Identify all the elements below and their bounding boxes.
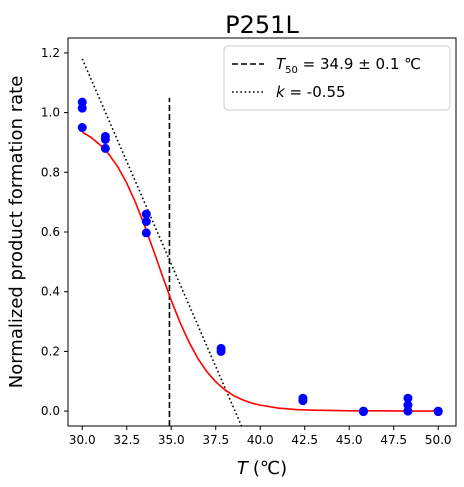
x-axis-symbol: T (237, 458, 250, 479)
x-axis-unit: (℃) (253, 458, 287, 479)
x-tick-label: 45.0 (336, 433, 363, 447)
x-tick-label: 50.0 (425, 433, 452, 447)
data-point (141, 209, 151, 219)
data-point (100, 143, 110, 153)
x-tick-label: 32.5 (113, 433, 140, 447)
y-tick-label: 1.2 (41, 46, 60, 60)
y-tick-label: 0.8 (41, 165, 60, 179)
x-tick-label: 37.5 (202, 433, 229, 447)
x-tick-label: 42.5 (291, 433, 318, 447)
legend-label-k: k = -0.55 (276, 83, 346, 101)
x-tick-label: 40.0 (247, 433, 274, 447)
data-point (100, 134, 110, 144)
data-point (403, 406, 413, 416)
data-point (433, 407, 443, 417)
x-tick-label: 35.0 (158, 433, 185, 447)
fit-curve (81, 131, 439, 412)
x-tick-label: 30.0 (69, 433, 96, 447)
y-axis-label: Normalized product formation rate (6, 76, 27, 389)
legend-t50-sub: 50 (285, 65, 298, 76)
y-tick-label: 0.0 (41, 404, 60, 418)
y-tick-label: 0.4 (41, 285, 60, 299)
legend-t50-value: = 34.9 ± 0.1 ℃ (298, 55, 421, 73)
y-tick-label: 0.6 (41, 225, 60, 239)
legend-k-value: = -0.55 (285, 83, 346, 101)
data-point (403, 393, 413, 403)
x-axis-label: T (℃) (237, 458, 287, 479)
data-point (141, 217, 151, 227)
chart-title: P251L (225, 11, 299, 39)
legend-t50-symbol: T (276, 55, 287, 73)
legend-box (223, 45, 451, 111)
legend-k-symbol: k (276, 83, 286, 101)
y-axis: 0.0 0.2 0.4 0.6 0.8 1.0 1.2 (41, 46, 68, 418)
legend: T50 = 34.9 ± 0.1 ℃ k = -0.55 (223, 45, 451, 111)
y-tick-label: 1.0 (41, 106, 60, 120)
y-tick-label: 0.2 (41, 344, 60, 358)
x-axis: 30.0 32.5 35.0 37.5 40.0 42.5 45.0 47.5 50.0 (69, 426, 452, 447)
points-layer (77, 97, 443, 417)
data-point (358, 407, 368, 417)
data-point (77, 103, 87, 113)
x-tick-label: 47.5 (380, 433, 407, 447)
data-point (77, 123, 87, 133)
data-point (141, 228, 151, 238)
series-layer (81, 58, 439, 427)
data-point (216, 346, 226, 356)
legend-label-t50: T50 = 34.9 ± 0.1 ℃ (276, 55, 421, 76)
data-point (298, 396, 308, 406)
